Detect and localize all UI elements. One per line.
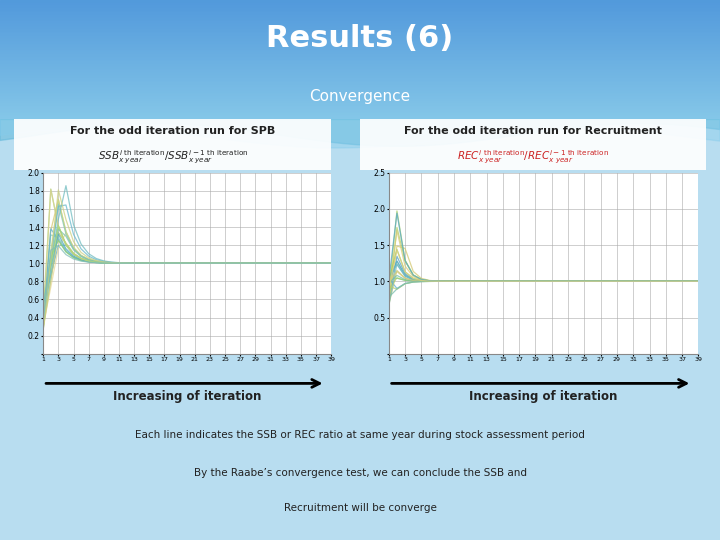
Bar (0, 68, 720, 70)
Bar (0, 73, 720, 74)
Text: $\mathit{REC}_{x\ year}^{i\ \mathrm{th\ iteration}}$$/$$\mathit{REC}_{x\ year}^{: $\mathit{REC}_{x\ year}^{i\ \mathrm{th\ … (456, 148, 609, 166)
Bar (0, 58, 720, 59)
Bar (0, 114, 720, 116)
Bar (0, 101, 720, 103)
Bar (0, 46, 720, 48)
Bar (0, 28, 720, 30)
Text: By the Raabe’s convergence test, we can conclude the SSB and: By the Raabe’s convergence test, we can … (194, 468, 526, 477)
Bar (0, 111, 720, 113)
Bar (0, 97, 720, 98)
Bar (0, 2, 720, 3)
Bar (0, 8, 720, 9)
Bar (0, 79, 720, 80)
Bar (0, 48, 720, 49)
Bar (0, 74, 720, 76)
Bar (0, 70, 720, 71)
Bar (0, 43, 720, 45)
Bar (0, 76, 720, 77)
Text: Convergence: Convergence (310, 89, 410, 104)
Bar (0, 50, 720, 52)
Bar (0, 67, 720, 68)
Bar (0, 44, 720, 46)
Bar (0, 110, 720, 111)
Bar (0, 56, 720, 58)
Bar (0, 15, 720, 16)
Bar (0, 98, 720, 99)
Bar (0, 19, 720, 21)
Bar (0, 0, 720, 2)
Bar (0, 87, 720, 89)
Bar (0, 52, 720, 53)
Bar (0, 65, 720, 67)
Bar (0, 62, 720, 64)
Bar (0, 30, 720, 31)
Bar (0, 32, 720, 34)
Text: Each line indicates the SSB or REC ratio at same year during stock assessment pe: Each line indicates the SSB or REC ratio… (135, 430, 585, 440)
Bar (0, 77, 720, 79)
Bar (0, 34, 720, 36)
Bar (0, 25, 720, 26)
Bar (0, 85, 720, 86)
Bar (0, 104, 720, 105)
Bar (0, 99, 720, 101)
Bar (0, 92, 720, 93)
Bar (0, 86, 720, 87)
Bar (0, 16, 720, 18)
Bar (0, 21, 720, 22)
Bar (0, 59, 720, 61)
Bar (0, 103, 720, 104)
Bar (0, 4, 720, 6)
Bar (0, 18, 720, 19)
Text: For the odd iteration run for SPB: For the odd iteration run for SPB (70, 126, 276, 137)
Text: Recruitment will be converge: Recruitment will be converge (284, 503, 436, 512)
Bar (0, 36, 720, 37)
Bar (0, 83, 720, 85)
Bar (0, 49, 720, 51)
Bar (0, 42, 720, 43)
Bar (0, 40, 720, 42)
Bar (0, 64, 720, 65)
Bar (0, 37, 720, 39)
Bar (0, 95, 720, 97)
Bar (0, 3, 720, 4)
Bar (0, 14, 720, 15)
Text: Increasing of iteration: Increasing of iteration (469, 390, 618, 403)
Bar (0, 12, 720, 14)
Bar (0, 105, 720, 107)
Bar (0, 109, 720, 110)
Bar (0, 71, 720, 73)
Bar (0, 24, 720, 25)
Bar (0, 93, 720, 95)
Text: For the odd iteration run for Recruitment: For the odd iteration run for Recruitmen… (404, 126, 662, 137)
Bar (0, 117, 720, 119)
Bar (0, 89, 720, 91)
Bar (0, 31, 720, 32)
Bar (0, 38, 720, 40)
Bar (0, 55, 720, 56)
Bar (0, 107, 720, 109)
Bar (0, 82, 720, 83)
Bar (0, 113, 720, 114)
Bar (0, 53, 720, 55)
Bar (0, 10, 720, 12)
Bar (0, 6, 720, 8)
Text: $\mathit{SSB}_{x\ year}^{i\ \mathrm{th\ iteration}}$$/$$\mathit{SSB}_{x\ year}^{: $\mathit{SSB}_{x\ year}^{i\ \mathrm{th\ … (97, 148, 248, 166)
Text: Results (6): Results (6) (266, 24, 454, 53)
Bar (0, 91, 720, 92)
Bar (0, 26, 720, 28)
Bar (0, 22, 720, 24)
Bar (0, 80, 720, 82)
Bar (0, 61, 720, 62)
Text: Increasing of iteration: Increasing of iteration (113, 390, 261, 403)
Bar (0, 9, 720, 10)
Bar (0, 116, 720, 117)
